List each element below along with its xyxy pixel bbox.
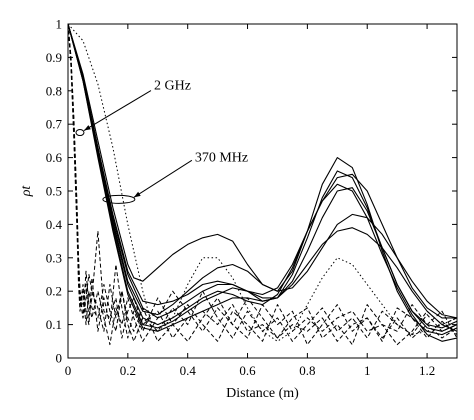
annotation-layer: 2 GHz 370 MHz	[75, 79, 248, 204]
series-line-7	[68, 24, 457, 319]
ticks-layer: 0 0.2 0.4 0.6 0.8 1 1.2 0 0.1 0.2 0.3 0.4 0.5 0.6 0.7 0…	[46, 17, 457, 378]
y-tick-label: 1	[56, 17, 63, 32]
x-tick-label: 1.2	[419, 363, 435, 378]
arrowhead-370mhz	[133, 191, 141, 198]
y-tick-label: 0	[56, 351, 63, 366]
y-tick-label: 0.9	[46, 50, 62, 65]
annotation-370mhz: 370 MHz	[195, 150, 248, 165]
y-tick-label: 0.8	[46, 83, 62, 98]
y-tick-label: 0.3	[46, 250, 62, 265]
series-layer	[68, 24, 457, 346]
arrow-370mhz	[133, 159, 193, 198]
ellipse-370mhz	[102, 194, 136, 204]
y-tick-label: 0.4	[46, 217, 63, 232]
y-tick-label: 0.5	[46, 184, 62, 199]
x-tick-label: 1	[364, 363, 371, 378]
annotation-2ghz: 2 GHz	[154, 79, 191, 94]
series-line-4	[68, 24, 457, 332]
series-line-6	[68, 24, 457, 332]
x-tick-label: 0.2	[120, 363, 136, 378]
series-line-9	[68, 24, 457, 342]
x-axis-label: Distance (m)	[226, 386, 299, 401]
y-tick-label: 0.7	[46, 117, 63, 132]
x-tick-label: 0.6	[239, 363, 256, 378]
y-axis-label: ρt	[19, 185, 34, 198]
y-tick-label: 0.2	[46, 284, 62, 299]
y-tick-label: 0.1	[46, 317, 62, 332]
x-tick-label: 0	[65, 363, 72, 378]
series-line-5	[68, 24, 457, 319]
y-tick-label: 0.6	[46, 150, 63, 165]
x-tick-label: 0.4	[180, 363, 197, 378]
series-line-12	[68, 24, 457, 346]
arrow-2ghz	[83, 90, 152, 131]
ellipse-2ghz	[75, 129, 85, 137]
series-line-13	[68, 24, 457, 342]
series-line-11	[68, 24, 457, 346]
x-tick-label: 0.8	[299, 363, 315, 378]
arrowhead-2ghz	[83, 125, 91, 131]
